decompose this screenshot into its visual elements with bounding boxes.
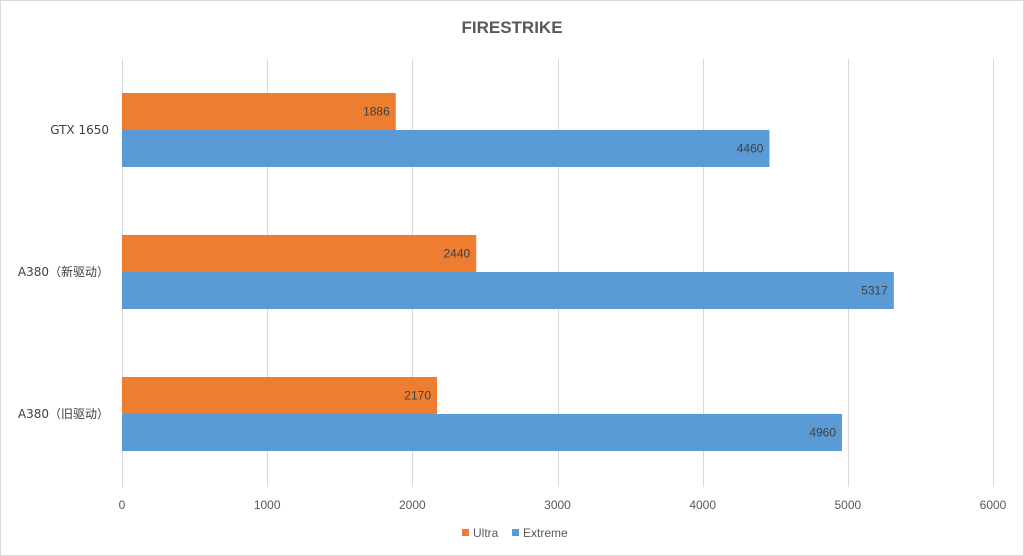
bar-extreme: [122, 130, 770, 167]
category-label: A380（旧驱动）: [18, 407, 109, 421]
data-label: 1886: [363, 105, 390, 119]
bar-ultra: [122, 235, 477, 272]
category-label: A380（新驱动）: [18, 264, 109, 279]
data-label: 4960: [809, 426, 836, 440]
legend: Ultra Extreme: [462, 526, 568, 540]
bars: [122, 93, 894, 451]
legend-label-extreme: Extreme: [523, 526, 568, 540]
bar-extreme: [122, 414, 843, 451]
x-axis-ticks: 0 1000 2000 3000 4000 5000 6000: [119, 498, 1007, 512]
data-label: 2440: [444, 247, 471, 261]
x-tick-label: 6000: [980, 498, 1007, 512]
data-labels: 1886 4460 2440 5317 2170 4960: [363, 105, 888, 440]
bar-ultra: [122, 377, 438, 414]
x-tick-label: 0: [119, 498, 126, 512]
x-tick-label: 1000: [254, 498, 281, 512]
x-tick-label: 4000: [689, 498, 716, 512]
legend-swatch-extreme: [512, 529, 519, 536]
legend-swatch-ultra: [462, 529, 469, 536]
x-tick-label: 3000: [544, 498, 571, 512]
y-axis-categories: GTX 1650 A380（新驱动） A380（旧驱动）: [18, 123, 109, 421]
category-label: GTX 1650: [50, 123, 109, 137]
bar-ultra: [122, 93, 396, 130]
bar-extreme: [122, 272, 894, 309]
x-tick-label: 2000: [399, 498, 426, 512]
data-label: 5317: [861, 284, 888, 298]
legend-label-ultra: Ultra: [473, 526, 499, 540]
data-label: 4460: [737, 142, 764, 156]
chart-title: FIRESTRIKE: [461, 18, 562, 37]
x-tick-label: 5000: [834, 498, 861, 512]
data-label: 2170: [404, 389, 431, 403]
